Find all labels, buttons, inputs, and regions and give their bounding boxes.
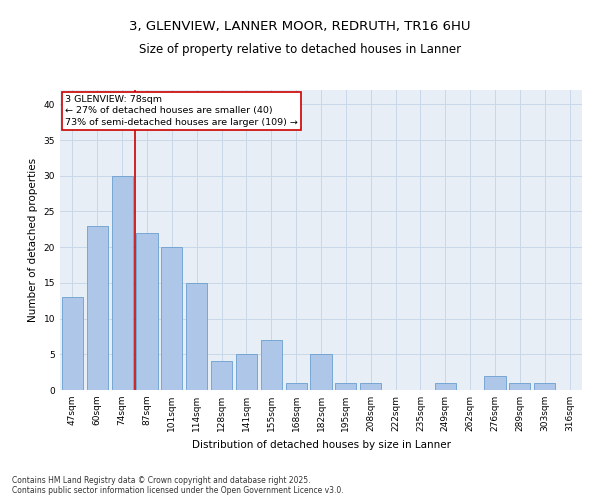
Bar — [87, 226, 108, 390]
Bar — [360, 383, 381, 390]
Text: Size of property relative to detached houses in Lanner: Size of property relative to detached ho… — [139, 42, 461, 56]
Bar — [261, 340, 282, 390]
X-axis label: Distribution of detached houses by size in Lanner: Distribution of detached houses by size … — [191, 440, 451, 450]
Bar — [112, 176, 133, 390]
Text: Contains HM Land Registry data © Crown copyright and database right 2025.
Contai: Contains HM Land Registry data © Crown c… — [12, 476, 344, 495]
Bar — [335, 383, 356, 390]
Bar — [161, 247, 182, 390]
Bar — [136, 233, 158, 390]
Bar — [62, 297, 83, 390]
Bar — [484, 376, 506, 390]
Bar — [186, 283, 207, 390]
Y-axis label: Number of detached properties: Number of detached properties — [28, 158, 38, 322]
Bar — [211, 362, 232, 390]
Bar — [534, 383, 555, 390]
Bar — [286, 383, 307, 390]
Bar — [435, 383, 456, 390]
Text: 3 GLENVIEW: 78sqm
← 27% of detached houses are smaller (40)
73% of semi-detached: 3 GLENVIEW: 78sqm ← 27% of detached hous… — [65, 94, 298, 127]
Bar — [509, 383, 530, 390]
Bar — [310, 354, 332, 390]
Text: 3, GLENVIEW, LANNER MOOR, REDRUTH, TR16 6HU: 3, GLENVIEW, LANNER MOOR, REDRUTH, TR16 … — [129, 20, 471, 33]
Bar — [236, 354, 257, 390]
